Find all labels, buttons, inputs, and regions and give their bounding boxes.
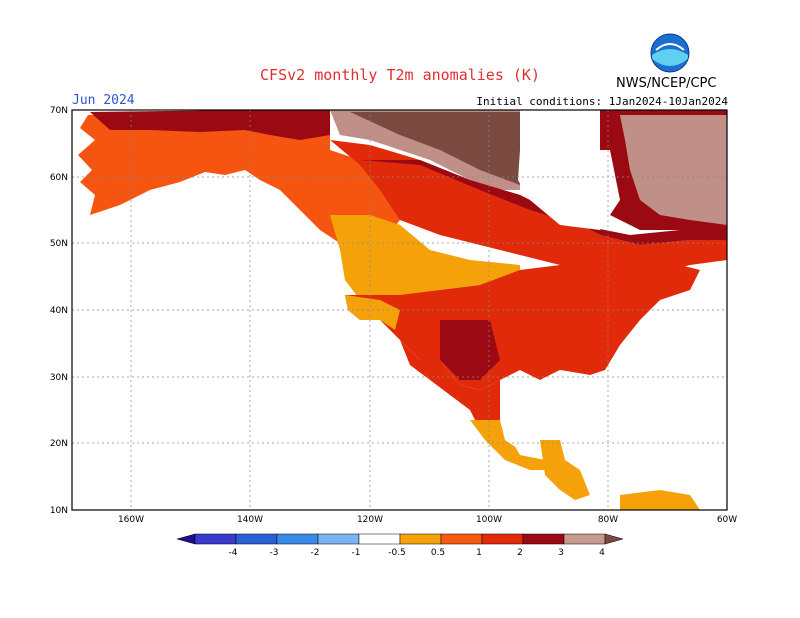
lon-label: 160W (118, 515, 144, 525)
forecast-month: Jun 2024 (72, 93, 135, 108)
longitude-labels: 160W 140W 120W 100W 80W 60W (118, 515, 737, 525)
mexico-south-orange (470, 420, 550, 470)
initial-conditions: Initial conditions: 1Jan2024-10Jan2024 (476, 95, 728, 108)
gulf-of-mexico (500, 370, 600, 450)
alaska-north-warm (90, 110, 245, 132)
latitude-labels: 70N 60N 50N 40N 30N 20N 10N (50, 106, 68, 516)
usa-main (345, 265, 700, 390)
lon-label: 140W (237, 515, 263, 525)
lat-label: 60N (50, 173, 68, 183)
labrador-brown (620, 115, 727, 225)
pacific-northwest (330, 215, 520, 300)
colorbar-label: -4 (229, 548, 238, 558)
colorbar-swatch (358, 533, 401, 545)
lat-label: 50N (50, 239, 68, 249)
colorbar-label: 4 (599, 548, 605, 558)
colorbar-label: -3 (270, 548, 279, 558)
lon-label: 100W (476, 515, 502, 525)
colorbar-right-arrow (604, 533, 624, 545)
colorbar-swatch (522, 533, 565, 545)
lat-label: 70N (50, 106, 68, 116)
lon-label: 60W (717, 515, 737, 525)
canada-arctic-warm (245, 110, 330, 140)
colorbar-swatch (276, 533, 319, 545)
lat-label: 40N (50, 306, 68, 316)
central-america (540, 440, 590, 500)
usa-southwest-core (440, 320, 500, 380)
colorbar-left-arrow (176, 533, 196, 545)
lat-label: 30N (50, 373, 68, 383)
colorbar-swatch (194, 533, 237, 545)
map-title: CFSv2 monthly T2m anomalies (K) (260, 66, 540, 84)
hudson-bay (518, 150, 620, 230)
mexico (400, 340, 550, 470)
colorbar-label: 0.5 (431, 548, 445, 558)
colorbar-swatch (481, 533, 524, 545)
lat-label: 20N (50, 439, 68, 449)
colorbar-swatch (563, 533, 606, 545)
noaa-logo-icon (650, 33, 690, 73)
canada-north-darkbrown (350, 112, 520, 185)
anomaly-fields (78, 110, 727, 510)
colorbar-swatch (235, 533, 278, 545)
lon-label: 80W (598, 515, 618, 525)
colorbar-label: 1 (476, 548, 482, 558)
colorbar-label: 2 (517, 548, 523, 558)
colorbar-swatch (440, 533, 483, 545)
colorbar-label: -1 (352, 548, 361, 558)
lat-label: 10N (50, 506, 68, 516)
colorbar: -4 -3 -2 -1 -0.5 0.5 1 2 3 4 (176, 533, 624, 558)
agency-label: NWS/NCEP/CPC (616, 76, 717, 91)
south-america-north (620, 490, 700, 510)
map-frame (71, 109, 728, 511)
colorbar-label: 3 (558, 548, 564, 558)
usa-west-orange (345, 295, 400, 330)
colorbar-swatch (317, 533, 360, 545)
canada-hudson-band (360, 160, 727, 245)
colorbar-label: -2 (311, 548, 320, 558)
lon-label: 120W (357, 515, 383, 525)
canada-central (330, 140, 727, 280)
alaska-region (78, 110, 245, 215)
grid-lines (72, 110, 727, 510)
colorbar-label: -0.5 (388, 548, 406, 558)
colorbar-swatch (399, 533, 442, 545)
